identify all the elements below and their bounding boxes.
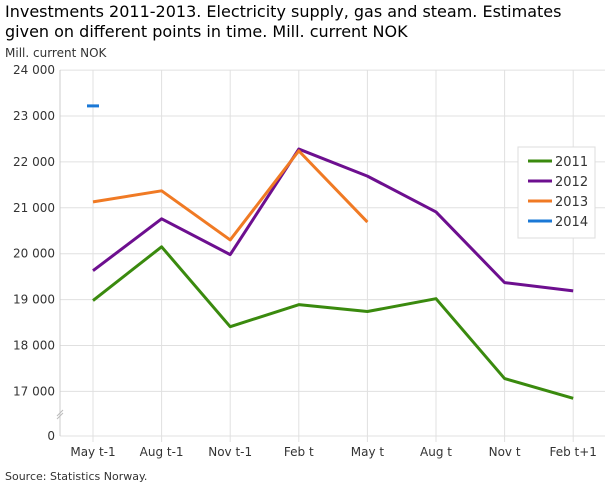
x-tick-label: May t [351,445,385,459]
source-note: Source: Statistics Norway. [5,470,148,483]
x-tick-label: May t-1 [70,445,115,459]
legend: 2011 2012 2013 2014 [517,146,596,239]
series-line [92,149,369,242]
y-tick-label: 0 [47,429,55,443]
legend-label: 2013 [555,195,588,210]
x-tick-label: Aug t [420,445,452,459]
y-tick-label: 18 000 [13,339,55,353]
y-axis-label: Mill. current NOK [5,46,107,60]
series-2013 [92,149,369,242]
x-tick-label: Nov t [489,445,521,459]
series-2012 [92,147,574,293]
series-line [92,147,574,293]
y-tick-label: 20 000 [13,247,55,261]
legend-label: 2012 [555,175,588,190]
chart-title: Investments 2011-2013. Electricity suppl… [5,2,562,41]
y-tick-label: 22 000 [13,155,55,169]
series-2011 [92,245,574,400]
y-tick-label: 24 000 [13,63,55,77]
series-line [92,245,574,400]
x-tick-label: Feb t [284,445,314,459]
legend-label: 2014 [555,215,588,230]
legend-label: 2011 [555,155,588,170]
x-tick-label: Aug t-1 [140,445,184,459]
x-tick-label: Nov t-1 [208,445,252,459]
y-tick-label: 19 000 [13,293,55,307]
y-tick-label: 17 000 [13,384,55,398]
axis-break-icon [56,409,64,420]
x-tick-label: Feb t+1 [549,445,596,459]
y-tick-label: 23 000 [13,109,55,123]
y-tick-label: 21 000 [13,201,55,215]
